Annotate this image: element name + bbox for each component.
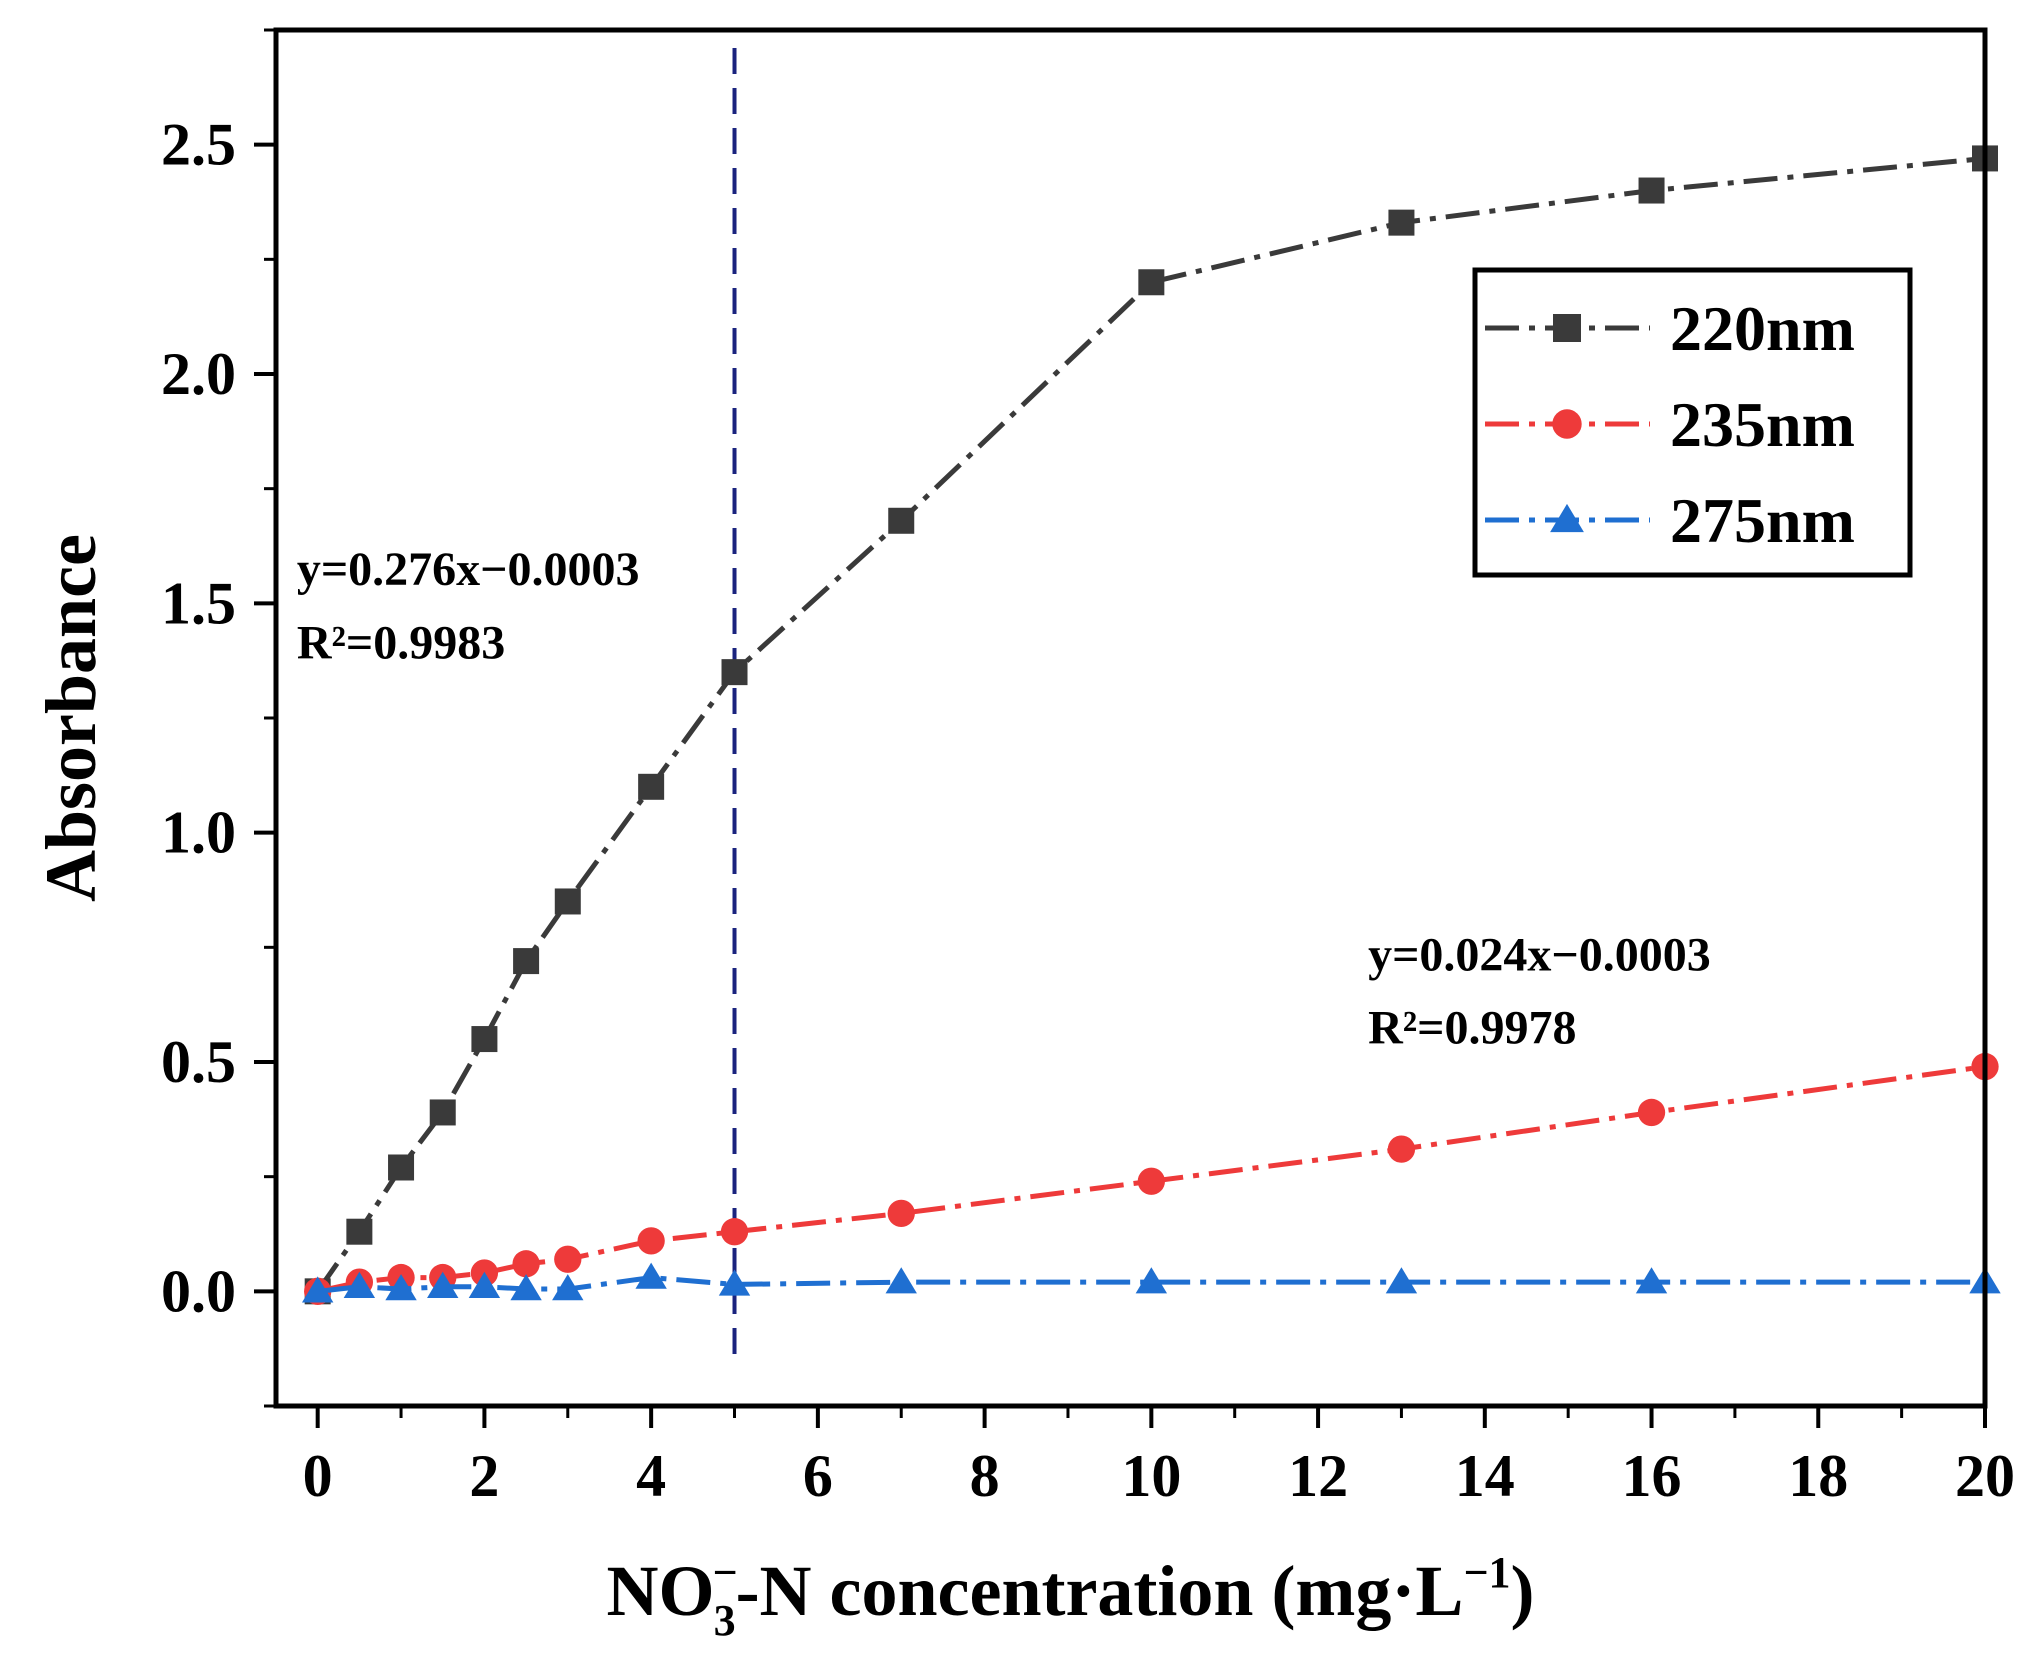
data-point-275nm: [385, 1274, 417, 1301]
data-point-275nm: [635, 1262, 667, 1289]
data-point-275nm: [510, 1274, 542, 1301]
x-tick-label: 6: [803, 1443, 833, 1509]
y-tick-label: 2.5: [161, 112, 236, 178]
data-point-275nm: [343, 1271, 376, 1298]
data-point-220nm: [513, 948, 540, 975]
data-point-235nm: [637, 1227, 665, 1255]
data-point-275nm: [468, 1271, 501, 1298]
data-point-220nm: [638, 773, 665, 800]
data-point-235nm: [720, 1218, 749, 1246]
y-tick-label: 2.0: [161, 341, 236, 407]
series-220nm: [304, 145, 1998, 1305]
data-point-275nm: [1385, 1267, 1418, 1294]
x-tick-label: 14: [1455, 1443, 1515, 1509]
equation-annotation: y=0.276x−0.0003: [297, 543, 640, 596]
data-point-220nm: [346, 1218, 373, 1245]
equation-annotation: R²=0.9983: [297, 616, 505, 669]
series-line-220nm: [315, 155, 1986, 1293]
legend: 220nm 235nm 275nm: [1472, 267, 1913, 578]
legend-marker-235nm: [1552, 409, 1582, 439]
data-point-220nm: [554, 888, 581, 915]
data-point-275nm: [552, 1274, 584, 1301]
x-tick-label: 20: [1955, 1443, 2015, 1509]
data-point-235nm: [1387, 1135, 1416, 1163]
series-layer: [301, 145, 2001, 1305]
axis-titles: Absorbance NO− 3-N concentration (mg·L−1): [31, 534, 1535, 1645]
data-point-275nm: [301, 1276, 334, 1303]
data-point-220nm: [721, 659, 748, 686]
x-tick-label: 0: [303, 1443, 333, 1509]
data-point-275nm: [885, 1267, 917, 1294]
data-point-235nm: [554, 1245, 582, 1273]
y-tick-label: 0.5: [161, 1029, 236, 1095]
legend-label-235nm: 235nm: [1670, 389, 1855, 460]
legend-marker-275nm: [1550, 503, 1584, 533]
x-tick-label: 2: [469, 1443, 499, 1509]
x-tick-label: 16: [1622, 1443, 1682, 1509]
y-axis-title: Absorbance: [31, 534, 111, 902]
data-point-220nm: [388, 1154, 415, 1181]
x-tick-label: 8: [970, 1443, 1000, 1509]
data-point-275nm: [1135, 1267, 1168, 1294]
x-tick-label: 10: [1121, 1443, 1181, 1509]
series-275nm: [301, 1262, 2001, 1303]
x-tick-label: 18: [1788, 1443, 1848, 1509]
equation-annotation: R²=0.9978: [1368, 1002, 1576, 1055]
x-tick-label: 12: [1288, 1443, 1348, 1509]
data-point-235nm: [1137, 1167, 1165, 1195]
data-point-220nm: [1388, 209, 1415, 236]
plot-frame: [273, 27, 1988, 1409]
data-point-220nm: [471, 1026, 498, 1053]
data-point-275nm: [427, 1271, 459, 1298]
legend-marker-220nm: [1553, 314, 1581, 342]
data-point-220nm: [1138, 269, 1165, 296]
axes: 0 2 4 6 8 10 12 14 16 18 20 0.0 0.5 1.0 1.5 2.0 2.5: [161, 27, 2015, 1509]
data-point-275nm: [1635, 1267, 1668, 1294]
x-axis-title: NO− 3-N concentration (mg·L−1): [606, 1548, 1534, 1645]
data-point-220nm: [1638, 177, 1665, 204]
data-point-275nm: [718, 1269, 751, 1296]
data-point-235nm: [1637, 1098, 1666, 1127]
series-235nm: [304, 1052, 1999, 1305]
equation-annotation: y=0.024x−0.0003: [1368, 928, 1711, 981]
data-point-235nm: [512, 1250, 540, 1278]
x-tick-label: 4: [636, 1443, 666, 1509]
data-point-220nm: [888, 507, 915, 534]
legend-label-275nm: 275nm: [1670, 485, 1855, 556]
data-point-220nm: [429, 1099, 456, 1126]
y-tick-label: 0.0: [161, 1258, 236, 1324]
y-tick-label: 1.5: [161, 570, 236, 636]
annotations: y=0.276x−0.0003 R²=0.9983 y=0.024x−0.0003 R…: [297, 543, 1711, 1055]
legend-label-220nm: 220nm: [1670, 293, 1855, 364]
data-point-235nm: [887, 1199, 915, 1228]
y-tick-label: 1.0: [161, 800, 236, 866]
